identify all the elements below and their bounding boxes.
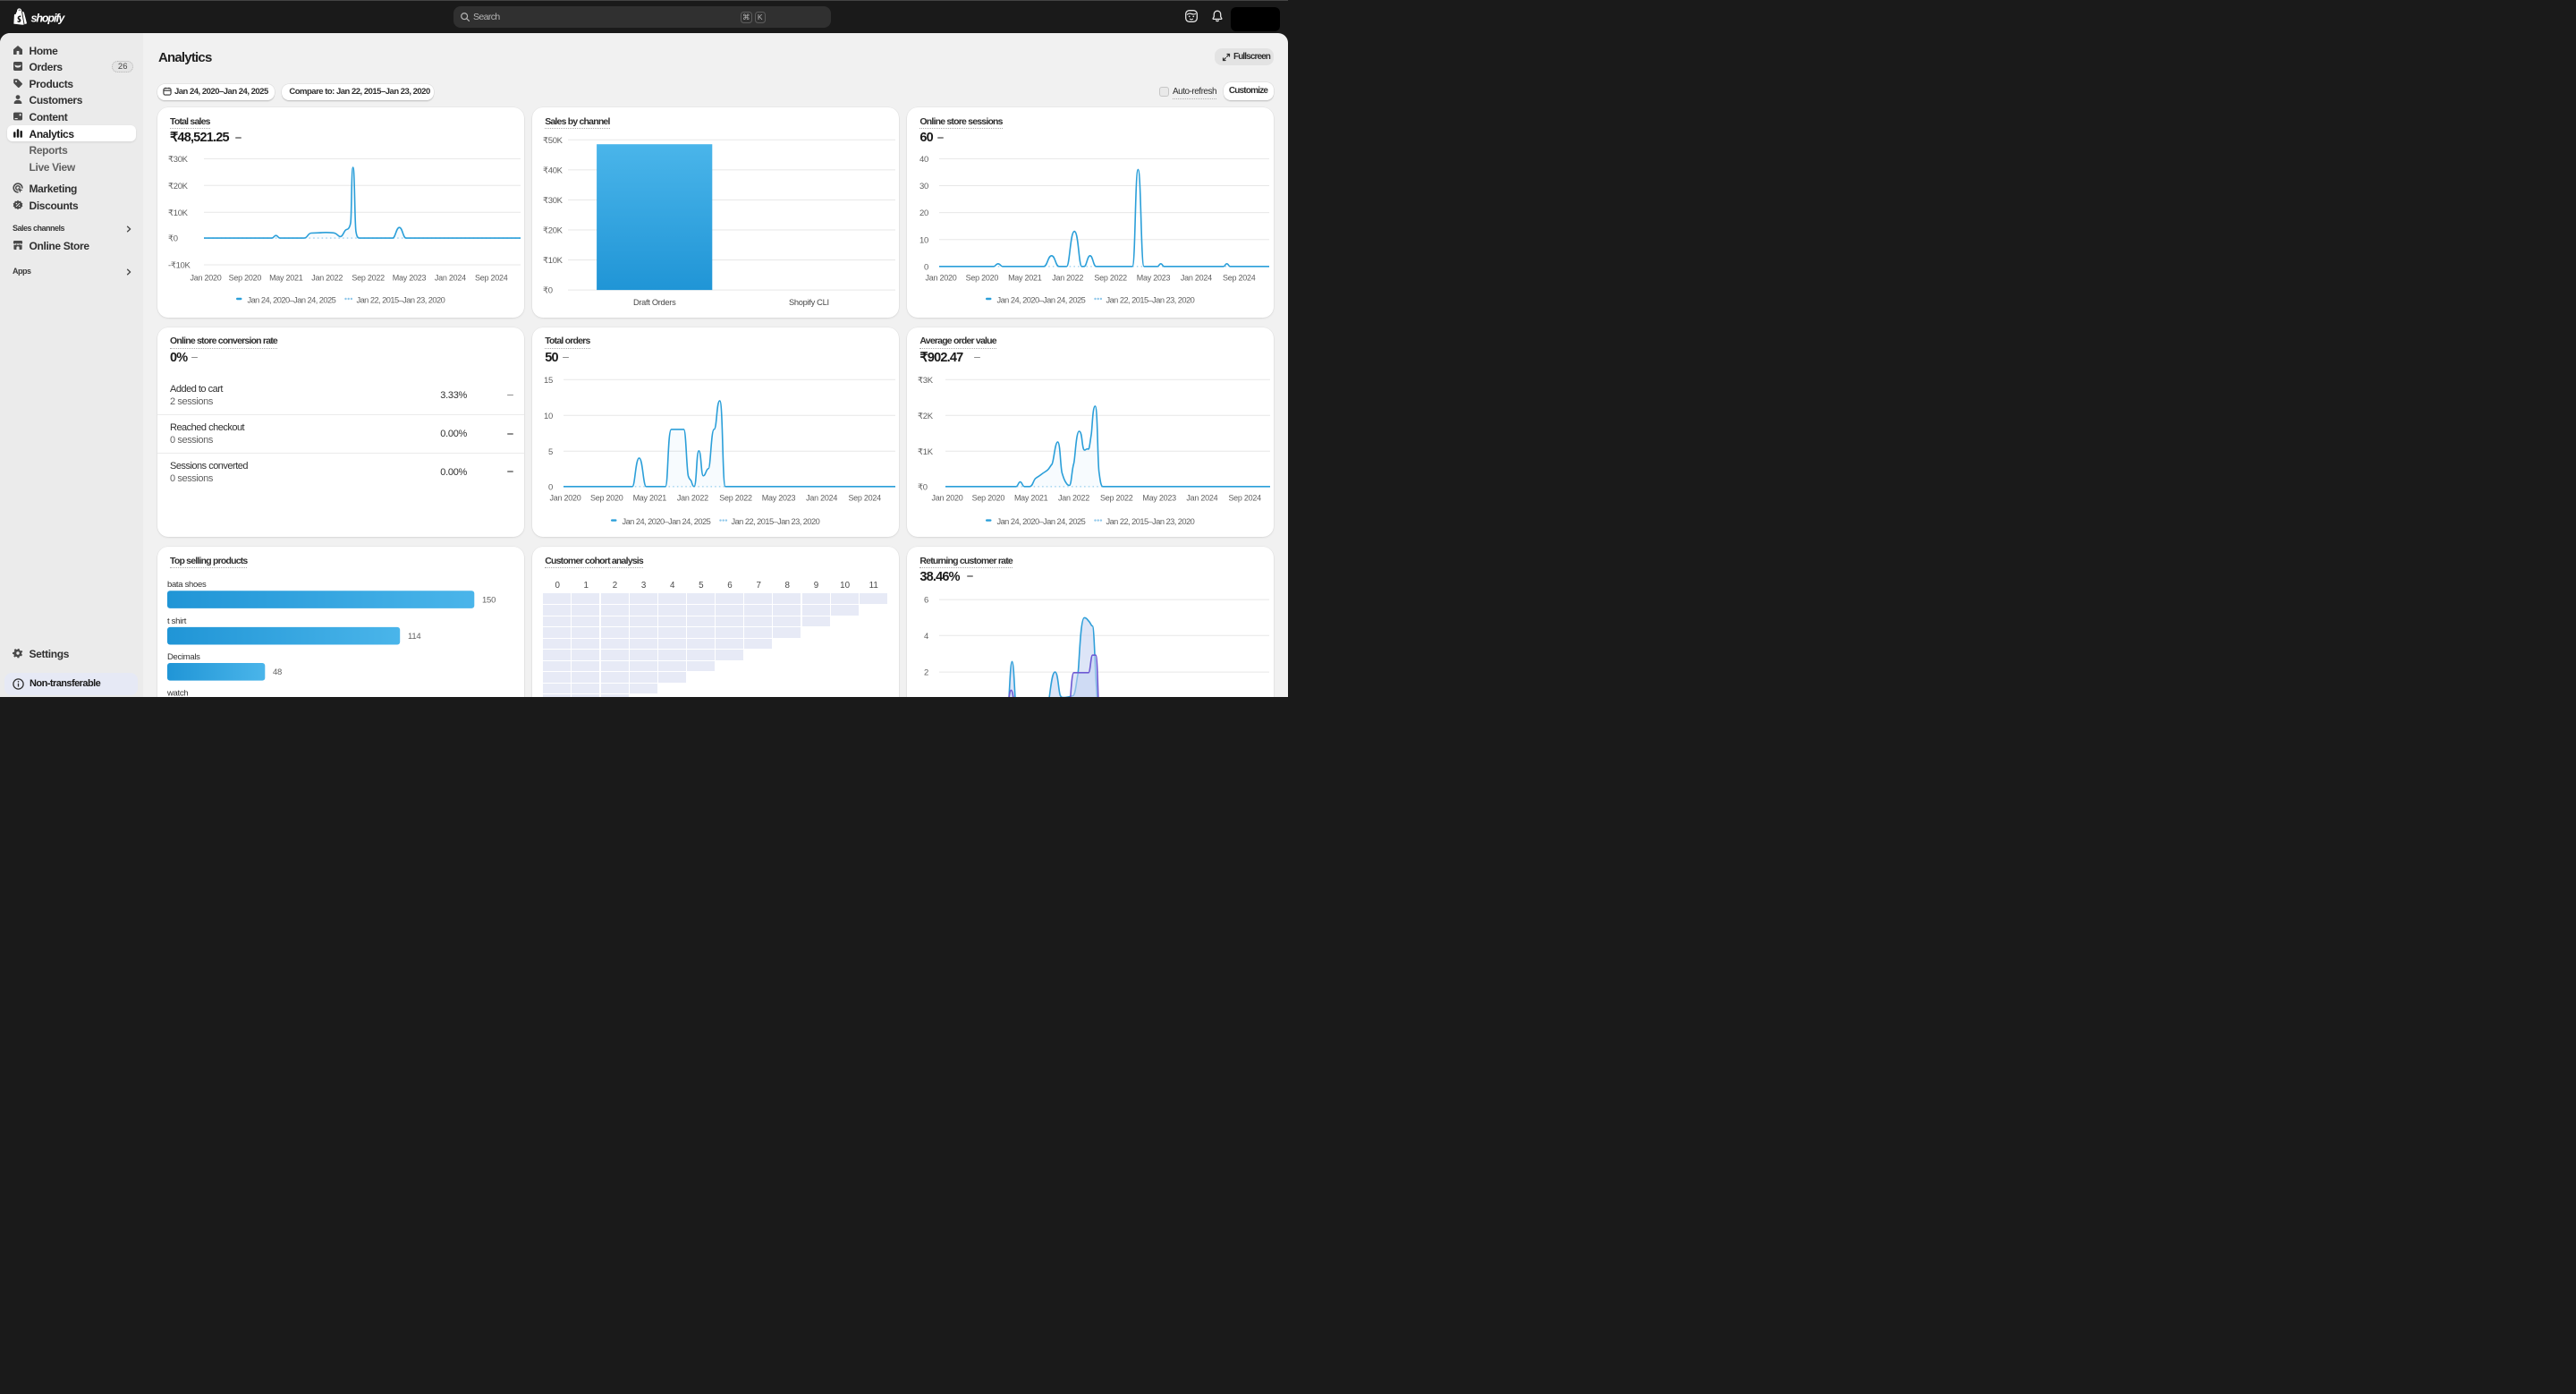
svg-text:Sep 2022: Sep 2022 xyxy=(352,273,385,282)
svg-text:Jan 2022: Jan 2022 xyxy=(1058,493,1089,502)
svg-text:May 2021: May 2021 xyxy=(1008,273,1042,282)
svg-text:Jan 22, 2015–Jan 23, 2020: Jan 22, 2015–Jan 23, 2020 xyxy=(1106,516,1195,525)
svg-text:150: 150 xyxy=(482,596,496,606)
svg-text:-₹10K: -₹10K xyxy=(168,261,191,271)
svg-text:20: 20 xyxy=(919,208,928,218)
svg-text:Jan 24, 2020–Jan 24, 2025: Jan 24, 2020–Jan 24, 2025 xyxy=(623,516,711,525)
svg-text:₹2K: ₹2K xyxy=(918,411,934,421)
svg-text:4: 4 xyxy=(924,632,928,642)
svg-text:30: 30 xyxy=(919,182,928,191)
svg-text:Sep 2024: Sep 2024 xyxy=(1223,273,1256,282)
svg-text:10: 10 xyxy=(919,235,928,245)
svg-text:watch: watch xyxy=(166,689,188,697)
svg-text:48: 48 xyxy=(273,667,282,677)
svg-text:₹3K: ₹3K xyxy=(918,375,934,385)
svg-text:₹1K: ₹1K xyxy=(918,446,934,456)
svg-text:Sep 2020: Sep 2020 xyxy=(590,493,623,502)
svg-text:May 2023: May 2023 xyxy=(762,493,796,502)
svg-text:Sep 2024: Sep 2024 xyxy=(475,273,508,282)
svg-text:₹20K: ₹20K xyxy=(543,226,564,236)
svg-text:₹0: ₹0 xyxy=(918,482,928,492)
svg-text:₹30K: ₹30K xyxy=(543,196,564,206)
svg-text:May 2023: May 2023 xyxy=(393,273,427,282)
svg-text:Sep 2020: Sep 2020 xyxy=(972,493,1005,502)
svg-text:May 2021: May 2021 xyxy=(633,493,667,502)
svg-text:₹40K: ₹40K xyxy=(543,166,564,176)
svg-text:5: 5 xyxy=(548,446,553,456)
svg-text:Jan 2020: Jan 2020 xyxy=(932,493,963,502)
svg-text:₹20K: ₹20K xyxy=(168,182,189,191)
svg-text:10: 10 xyxy=(544,411,553,421)
svg-text:40: 40 xyxy=(919,155,928,165)
svg-text:Jan 24, 2020–Jan 24, 2025: Jan 24, 2020–Jan 24, 2025 xyxy=(247,295,335,304)
svg-text:May 2023: May 2023 xyxy=(1143,493,1177,502)
svg-text:Sep 2024: Sep 2024 xyxy=(1229,493,1262,502)
svg-text:Jan 2024: Jan 2024 xyxy=(435,273,466,282)
svg-text:₹10K: ₹10K xyxy=(168,208,189,218)
svg-text:Decimals: Decimals xyxy=(167,652,200,662)
svg-text:₹0: ₹0 xyxy=(168,234,178,244)
svg-text:114: 114 xyxy=(408,632,421,642)
svg-text:0: 0 xyxy=(924,262,928,272)
svg-text:Jan 24, 2020–Jan 24, 2025: Jan 24, 2020–Jan 24, 2025 xyxy=(997,295,1086,304)
svg-text:t shirt: t shirt xyxy=(167,616,187,626)
svg-text:2: 2 xyxy=(924,668,928,678)
svg-text:Jan 24, 2020–Jan 24, 2025: Jan 24, 2020–Jan 24, 2025 xyxy=(997,516,1086,525)
svg-text:May 2021: May 2021 xyxy=(269,273,303,282)
svg-text:Jan 2020: Jan 2020 xyxy=(191,273,222,282)
svg-text:Jan 22, 2015–Jan 23, 2020: Jan 22, 2015–Jan 23, 2020 xyxy=(732,516,820,525)
svg-text:0: 0 xyxy=(548,482,553,492)
svg-text:Jan 2024: Jan 2024 xyxy=(806,493,837,502)
svg-text:₹0: ₹0 xyxy=(543,286,553,296)
svg-text:Sep 2022: Sep 2022 xyxy=(1095,273,1128,282)
svg-text:May 2021: May 2021 xyxy=(1014,493,1048,502)
svg-text:Jan 2024: Jan 2024 xyxy=(1181,273,1212,282)
svg-text:May 2023: May 2023 xyxy=(1137,273,1171,282)
svg-text:shopify: shopify xyxy=(31,13,66,25)
svg-text:Jan 22, 2015–Jan 23, 2020: Jan 22, 2015–Jan 23, 2020 xyxy=(356,295,445,304)
svg-text:6: 6 xyxy=(924,596,928,606)
svg-text:bata shoes: bata shoes xyxy=(167,580,207,590)
svg-text:₹10K: ₹10K xyxy=(543,256,564,266)
svg-text:Jan 2022: Jan 2022 xyxy=(1053,273,1084,282)
svg-text:₹30K: ₹30K xyxy=(168,155,189,165)
svg-text:Jan 2024: Jan 2024 xyxy=(1187,493,1218,502)
svg-text:Sep 2022: Sep 2022 xyxy=(719,493,752,502)
svg-text:Sep 2022: Sep 2022 xyxy=(1100,493,1133,502)
svg-text:Sep 2020: Sep 2020 xyxy=(966,273,999,282)
svg-text:Jan 2020: Jan 2020 xyxy=(926,273,957,282)
svg-text:Draft Orders: Draft Orders xyxy=(633,298,676,307)
svg-text:Sep 2020: Sep 2020 xyxy=(229,273,262,282)
svg-text:Jan 22, 2015–Jan 23, 2020: Jan 22, 2015–Jan 23, 2020 xyxy=(1106,295,1195,304)
svg-text:Jan 2020: Jan 2020 xyxy=(550,493,581,502)
svg-text:Jan 2022: Jan 2022 xyxy=(311,273,343,282)
svg-text:Sep 2024: Sep 2024 xyxy=(849,493,882,502)
svg-text:Jan 2022: Jan 2022 xyxy=(677,493,708,502)
svg-text:₹50K: ₹50K xyxy=(543,136,564,146)
svg-text:Shopify CLI: Shopify CLI xyxy=(789,298,829,307)
svg-text:15: 15 xyxy=(544,375,553,385)
